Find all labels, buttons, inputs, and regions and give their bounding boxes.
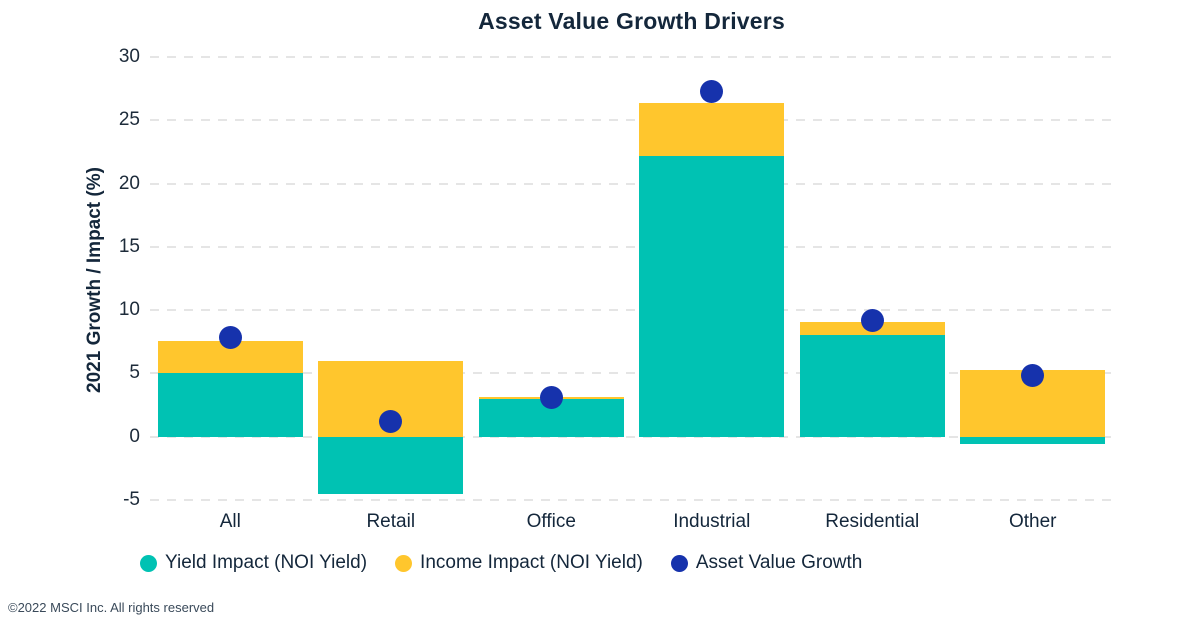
- copyright-notice: ©2022 MSCI Inc. All rights reserved: [8, 600, 215, 615]
- gridline: [150, 182, 1113, 185]
- bar-segment: [639, 102, 785, 156]
- legend-label: Yield Impact (NOI Yield): [165, 552, 368, 573]
- bar-segment: [318, 436, 464, 494]
- legend: Yield Impact (NOI Yield) Income Impact (N…: [140, 552, 862, 574]
- gridline: [150, 119, 1113, 122]
- y-tick-label: 25: [118, 109, 140, 131]
- y-tick-label: -5: [123, 489, 140, 510]
- x-axis-label: Office: [526, 511, 576, 532]
- y-tick-label: 5: [129, 362, 140, 384]
- growth-dot: [218, 326, 242, 350]
- y-tick-label: 30: [118, 46, 140, 67]
- growth-dot: [539, 385, 563, 409]
- bar-segment: [960, 436, 1106, 445]
- bar-segment: [799, 335, 945, 437]
- gridline: [150, 499, 1113, 501]
- gridline: [150, 309, 1113, 312]
- gridline: [150, 245, 1113, 248]
- y-tick-label: 10: [118, 299, 140, 321]
- legend-swatch-icon: [140, 554, 157, 572]
- x-axis-label: Retail: [366, 511, 416, 532]
- legend-label: Asset Value Growth: [695, 552, 863, 573]
- legend-swatch-icon: [670, 554, 688, 572]
- legend-item: Income Impact (NOI Yield): [395, 552, 643, 574]
- growth-dot: [700, 79, 724, 103]
- bar-segment: [639, 155, 785, 437]
- legend-item: Asset Value Growth: [670, 552, 863, 574]
- growth-dot: [860, 308, 884, 332]
- y-tick-label: 20: [118, 172, 140, 194]
- gridline: [150, 372, 1113, 375]
- gridline: [150, 56, 1113, 58]
- growth-dot: [1021, 364, 1045, 388]
- chart-title: Asset Value Growth Drivers: [478, 8, 785, 34]
- x-axis-label: Residential: [825, 511, 920, 532]
- x-axis-labels: All Retail Office Industrial Residential Othe…: [150, 509, 1113, 535]
- y-axis-tick-labels: 30 25 20 15 10 5 0 -5: [0, 45, 140, 510]
- growth-dot: [379, 410, 403, 434]
- x-axis-label: Industrial: [673, 511, 751, 532]
- x-axis-label: All: [219, 511, 241, 532]
- plot-area: [150, 45, 1113, 507]
- gridline: [150, 435, 1113, 438]
- legend-swatch-icon: [395, 554, 413, 572]
- y-tick-label: 0: [129, 425, 140, 447]
- x-axis-label: Other: [1008, 511, 1057, 532]
- legend-label: Income Impact (NOI Yield): [420, 552, 643, 573]
- y-tick-label: 15: [118, 235, 140, 257]
- legend-item: Yield Impact (NOI Yield): [140, 552, 367, 574]
- bar-segment: [157, 373, 303, 437]
